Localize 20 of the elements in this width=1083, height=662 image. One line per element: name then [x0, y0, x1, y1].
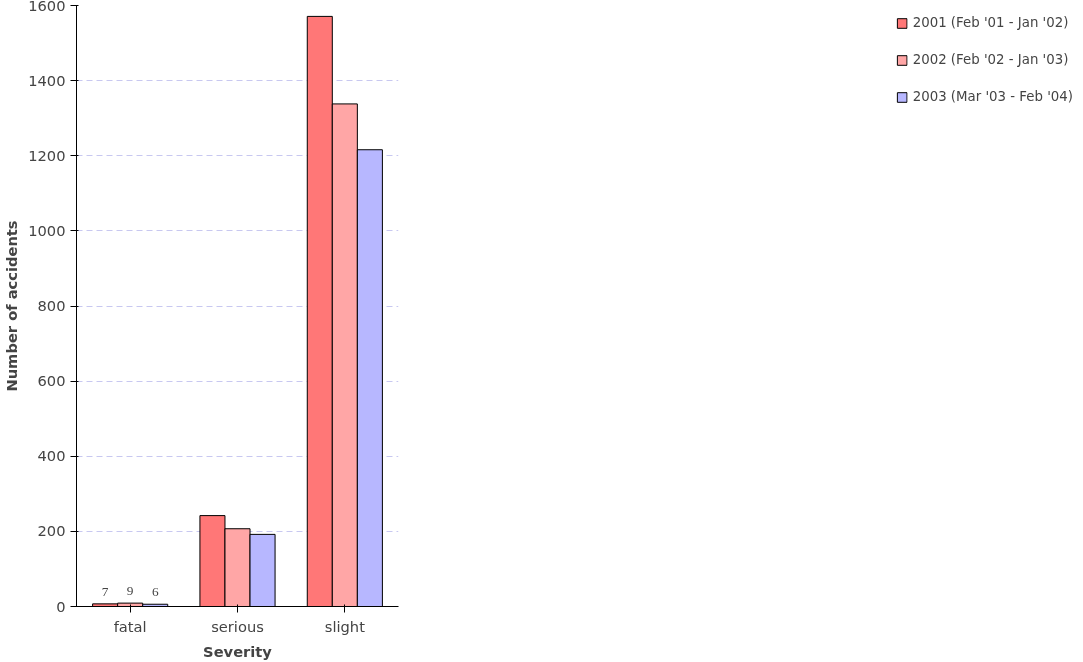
y-axis-title: Number of accidents: [3, 220, 21, 392]
legend-label: 2002 (Feb '02 - Jan '03): [912, 52, 1069, 67]
y-tick-label: 1600: [28, 0, 66, 14]
x-tick-label: slight: [324, 617, 366, 635]
y-tick-label: 0: [56, 597, 66, 615]
legend-label: 2003 (Mar '03 - Feb '04): [912, 89, 1073, 104]
x-tick-label: fatal: [113, 617, 147, 635]
y-tick-label: 600: [37, 372, 66, 390]
y-tick-label: 1000: [28, 221, 66, 239]
x-tick-label: serious: [211, 617, 264, 635]
y-tick-label: 200: [37, 522, 66, 540]
data-label: 7: [101, 583, 109, 599]
legend-label: 2001 (Feb '01 - Jan '02): [912, 15, 1069, 30]
y-tick-label: 1200: [28, 146, 66, 164]
data-label: 6: [151, 584, 159, 600]
x-axis-title: Severity: [203, 642, 273, 660]
data-label: 9: [126, 583, 134, 599]
y-tick-label: 1400: [28, 71, 66, 89]
y-tick-label: 400: [37, 447, 66, 465]
y-tick-label: 800: [37, 297, 66, 314]
